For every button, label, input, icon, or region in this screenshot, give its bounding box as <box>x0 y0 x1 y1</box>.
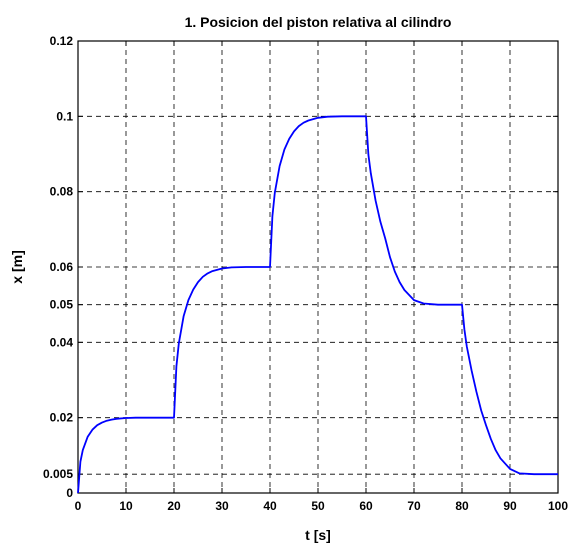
x-tick-label: 90 <box>503 499 517 513</box>
y-tick-label: 0.1 <box>56 109 73 123</box>
y-tick-label: 0.08 <box>50 185 74 199</box>
x-tick-label: 10 <box>119 499 133 513</box>
y-tick-label: 0.04 <box>50 335 74 349</box>
y-tick-label: 0.06 <box>50 260 74 274</box>
y-tick-label: 0.005 <box>43 467 73 481</box>
y-axis-label: x [m] <box>9 250 25 283</box>
x-tick-label: 30 <box>215 499 229 513</box>
x-axis-label: t [s] <box>305 527 331 543</box>
x-tick-label: 20 <box>167 499 181 513</box>
x-tick-label: 70 <box>407 499 421 513</box>
x-tick-label: 100 <box>548 499 568 513</box>
x-tick-label: 40 <box>263 499 277 513</box>
x-tick-label: 80 <box>455 499 469 513</box>
y-tick-label: 0 <box>66 486 73 500</box>
x-tick-label: 60 <box>359 499 373 513</box>
y-tick-label: 0.12 <box>50 34 74 48</box>
x-tick-label: 0 <box>75 499 82 513</box>
y-tick-label: 0.02 <box>50 411 74 425</box>
x-tick-label: 50 <box>311 499 325 513</box>
y-tick-label: 0.05 <box>50 298 74 312</box>
chart-title: 1. Posicion del piston relativa al cilin… <box>185 14 452 30</box>
